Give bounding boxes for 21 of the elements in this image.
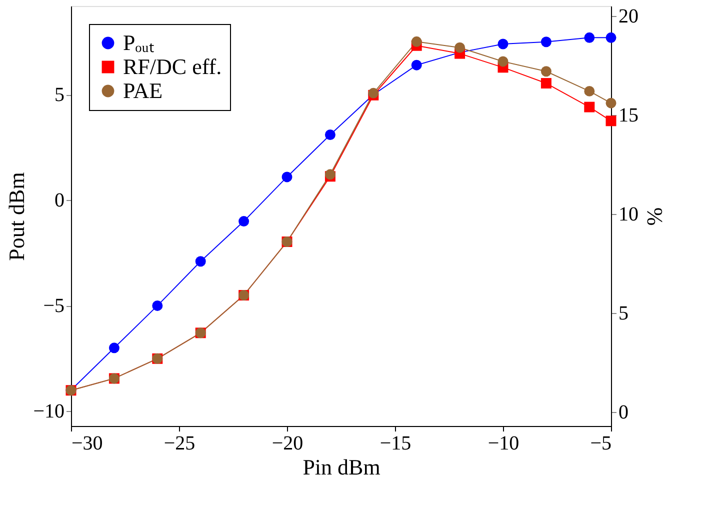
legend-label: RF/DC eff. [123,54,222,79]
legend-label: Pₒᵤₜ [123,30,154,55]
y-tick-label: −10 [33,400,64,423]
y2-tick-label: 5 [618,302,628,325]
y-axis-title: Pout dBm [4,172,30,261]
y-tick-label: −5 [43,295,64,318]
y-tick-label: 0 [54,190,64,212]
y-tick-label: 5 [54,84,64,106]
y2-tick-label: 15 [618,104,638,126]
y2-tick-label: 10 [618,204,638,226]
legend-label: PAE [123,78,163,103]
x-tick-label: −5 [590,432,612,454]
y2-axis-title: % [642,207,668,226]
x-axis-title: Pin dBm [302,454,380,480]
y2-tick-label: 20 [618,5,638,28]
x-tick-label: −15 [380,432,412,454]
x-tick-label: −25 [164,432,196,454]
x-tick-label: −30 [72,432,103,454]
x-tick-label: −20 [272,432,304,454]
x-tick-label: −10 [488,432,520,454]
y2-tick-label: 0 [618,402,628,424]
